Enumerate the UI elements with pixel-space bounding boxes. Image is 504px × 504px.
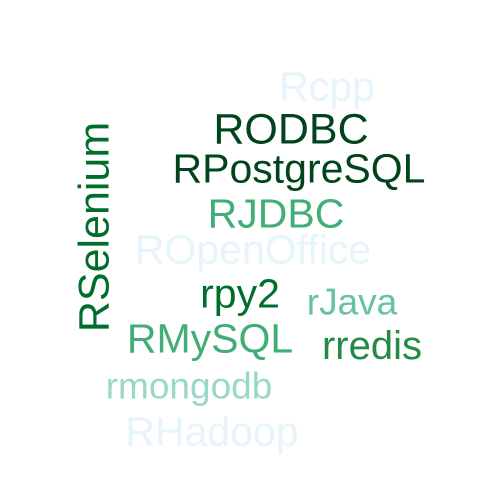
word-rpostgresql: RPostgreSQL (172, 145, 426, 192)
word-rjdbc: RJDBC (207, 190, 345, 237)
word-rhadoop: RHadoop (125, 408, 299, 455)
word-rcpp: Rcpp (279, 63, 375, 110)
word-rodbc: RODBC (213, 105, 369, 154)
word-rredis: rredis (321, 324, 423, 368)
word-ropenoffice: ROpenOffice (134, 226, 372, 273)
word-rmysql: RMySQL (126, 315, 294, 362)
word-rpy2: rpy2 (200, 270, 280, 317)
word-rjava: rJava (306, 281, 398, 323)
word-rmongodb: rmongodb (105, 365, 273, 407)
word-rselenium: RSelenium (70, 121, 119, 333)
